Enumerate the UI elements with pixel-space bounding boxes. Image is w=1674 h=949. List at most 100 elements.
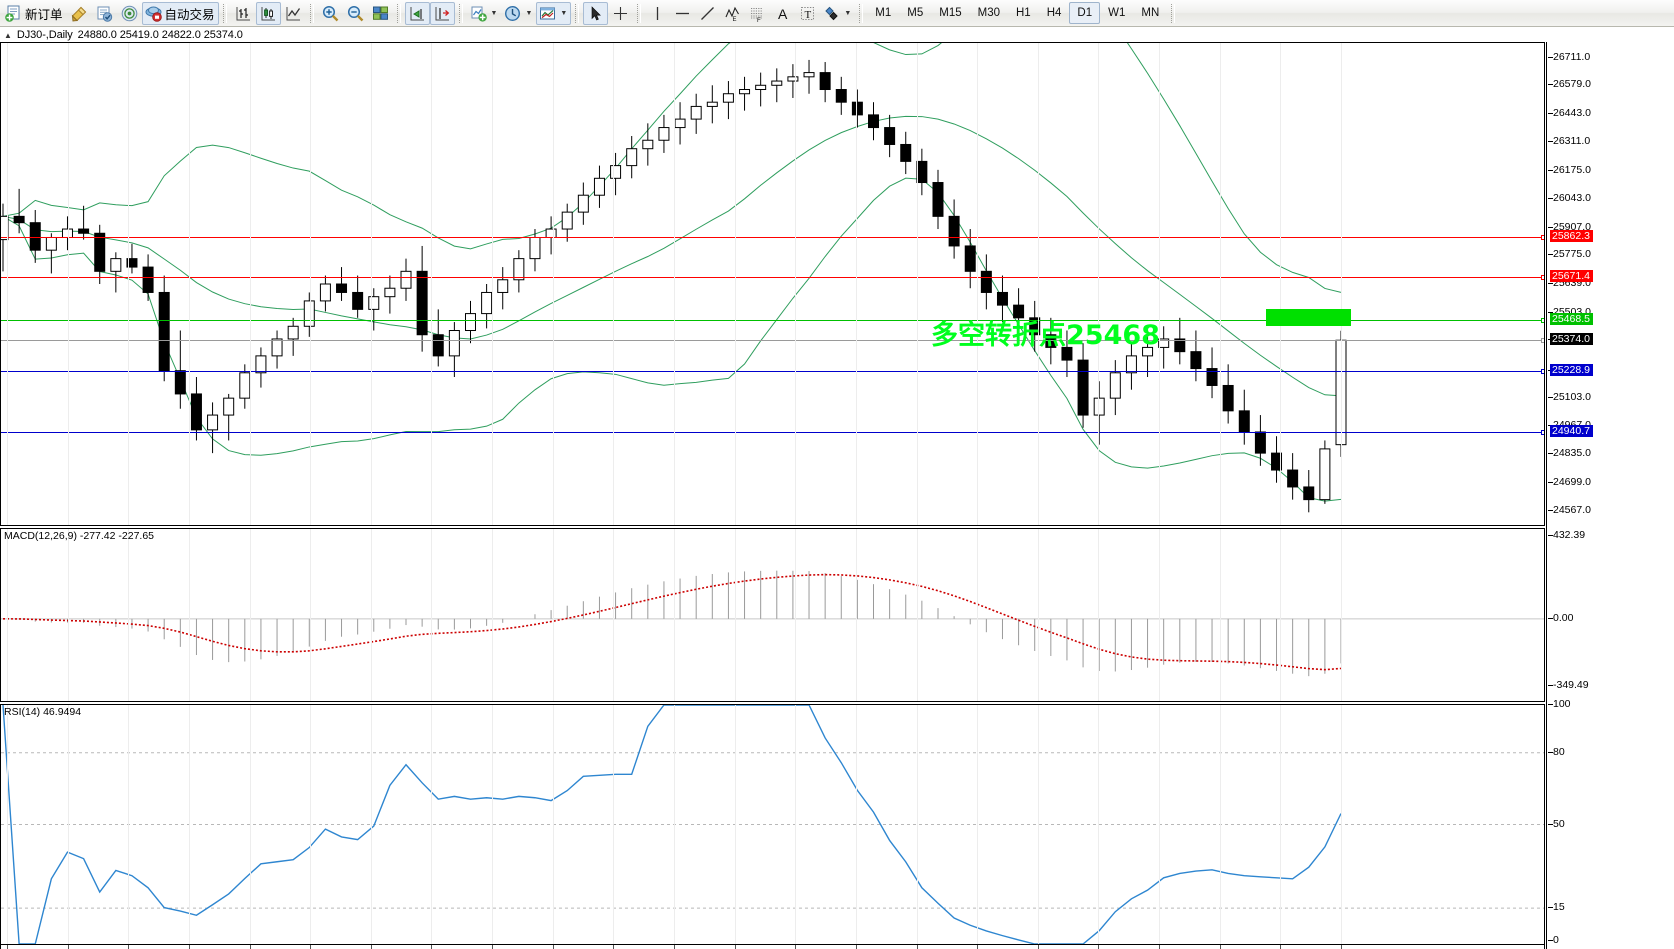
vertical-gridline bbox=[1219, 705, 1221, 944]
tile-windows-icon bbox=[372, 6, 388, 20]
auto-scroll-button[interactable] bbox=[429, 1, 455, 25]
text-icon: A bbox=[778, 6, 788, 22]
indicators-button[interactable]: ▼ bbox=[467, 2, 502, 25]
date-tick bbox=[1037, 945, 1039, 949]
level-line-resistance-1[interactable] bbox=[1, 235, 1544, 240]
level-line-resistance-2[interactable] bbox=[1, 275, 1544, 281]
chevron-down-icon[interactable]: ▼ bbox=[490, 9, 498, 17]
level-line-handle[interactable] bbox=[1541, 429, 1544, 435]
autotrade-button[interactable]: 自动交易 bbox=[141, 1, 219, 25]
shapes-button[interactable]: ▼ bbox=[820, 2, 855, 25]
level-line-handle[interactable] bbox=[1541, 338, 1544, 344]
crosshair-button[interactable] bbox=[608, 2, 633, 25]
expert-advisors-button[interactable] bbox=[92, 2, 117, 25]
price-badge-support-2[interactable]: 24940.7 bbox=[1550, 424, 1593, 437]
vertical-gridline bbox=[310, 43, 312, 525]
timeframe-d1[interactable]: D1 bbox=[1069, 2, 1101, 24]
elliott-wave-button[interactable]: E bbox=[720, 2, 745, 25]
chart-symbol-label: DJ30-,Daily bbox=[16, 29, 73, 41]
level-line-pivot-green[interactable] bbox=[1, 318, 1544, 324]
timeframe-m15[interactable]: M15 bbox=[939, 7, 962, 19]
trendline-button[interactable] bbox=[695, 2, 720, 25]
expert-advisors-icon bbox=[97, 6, 112, 22]
tile-windows-button[interactable] bbox=[368, 2, 393, 25]
price-badge-last-price[interactable]: 25374.0 bbox=[1550, 333, 1593, 346]
rsi-series bbox=[1, 705, 1544, 944]
rsi-pane[interactable]: RSI(14) 46.9494 bbox=[0, 704, 1545, 945]
templates-button[interactable]: ▼ bbox=[536, 1, 572, 25]
collapse-triangle-icon[interactable]: ▲ bbox=[4, 30, 12, 40]
vertical-gridline bbox=[67, 529, 69, 701]
chart-annotation-text[interactable]: 多空转折点25468 bbox=[931, 319, 1160, 351]
horizontal-line-button[interactable] bbox=[670, 2, 695, 25]
toolbar-separator bbox=[1171, 3, 1176, 23]
vertical-line-button[interactable] bbox=[645, 2, 670, 25]
signals-button[interactable] bbox=[117, 2, 142, 25]
level-line-support-1[interactable] bbox=[1, 368, 1544, 374]
timeframe-mn[interactable]: MN bbox=[1141, 7, 1160, 19]
level-line-support-2[interactable] bbox=[1, 429, 1544, 435]
vertical-gridline bbox=[1098, 529, 1100, 701]
vertical-gridline bbox=[916, 529, 918, 701]
zoom-in-button[interactable] bbox=[318, 2, 343, 25]
price-pane[interactable]: 多空转折点25468 bbox=[0, 42, 1545, 526]
vertical-gridline bbox=[188, 43, 190, 525]
date-axis[interactable]: 20 Feb 201925 Feb 20191 Mar 20196 Mar 20… bbox=[0, 945, 1545, 949]
rsi-label: RSI(14) 46.9494 bbox=[4, 706, 82, 718]
price-badge-support-1[interactable]: 25228.9 bbox=[1550, 363, 1593, 376]
chevron-down-icon[interactable]: ▼ bbox=[844, 9, 852, 17]
vertical-gridline bbox=[128, 705, 130, 944]
level-line-handle[interactable] bbox=[1541, 275, 1544, 281]
date-tick bbox=[1098, 945, 1100, 949]
vertical-gridline bbox=[552, 529, 554, 701]
metaeditor-button[interactable] bbox=[67, 2, 92, 25]
rsi-tick: 15 bbox=[1548, 901, 1565, 914]
periods-button[interactable]: ▼ bbox=[501, 2, 536, 25]
new-order-button[interactable]: 新订单 bbox=[2, 2, 67, 25]
chevron-down-icon[interactable]: ▼ bbox=[560, 9, 568, 17]
chart-container[interactable]: 多空转折点25468 MACD(12,26,9) -277.42 -227.65… bbox=[0, 42, 1674, 949]
date-tick bbox=[1159, 945, 1161, 949]
candlestick-chart-button[interactable] bbox=[255, 1, 281, 25]
vertical-gridline bbox=[552, 705, 554, 944]
timeframe-m30[interactable]: M30 bbox=[977, 7, 1000, 19]
timeframe-h4[interactable]: H4 bbox=[1046, 7, 1062, 19]
vertical-gridline bbox=[431, 529, 433, 701]
toolbar-separator bbox=[396, 3, 401, 23]
line-chart-button[interactable] bbox=[281, 2, 306, 25]
price-axis[interactable]: 26711.0 26579.0 26443.0 26311.0 26175.0 26043… bbox=[1546, 42, 1674, 949]
cursor-button[interactable] bbox=[583, 1, 609, 25]
text-button[interactable]: A bbox=[770, 2, 795, 25]
price-badge-resistance-2[interactable]: 25671.4 bbox=[1550, 270, 1593, 283]
vertical-gridline bbox=[1341, 43, 1342, 525]
timeframe-m5[interactable]: M5 bbox=[907, 7, 924, 19]
price-badge-pivot-green[interactable]: 25468.5 bbox=[1550, 313, 1593, 326]
level-line-handle[interactable] bbox=[1541, 368, 1544, 374]
vertical-gridline bbox=[613, 43, 615, 525]
vertical-gridline bbox=[1280, 705, 1282, 944]
timeframe-w1[interactable]: W1 bbox=[1108, 7, 1126, 19]
chevron-down-icon[interactable]: ▼ bbox=[525, 9, 533, 17]
level-line-handle[interactable] bbox=[1541, 235, 1544, 240]
vertical-gridline bbox=[674, 529, 675, 701]
level-line-last-price[interactable] bbox=[1, 338, 1544, 344]
price-badge-resistance-1[interactable]: 25862.3 bbox=[1550, 230, 1593, 242]
vertical-gridline bbox=[916, 43, 918, 525]
bar-chart-button[interactable] bbox=[231, 2, 256, 25]
timeframe-h1[interactable]: H1 bbox=[1016, 7, 1031, 19]
cursor-icon bbox=[592, 5, 602, 20]
fibonacci-button[interactable]: F bbox=[745, 2, 770, 25]
periods-icon bbox=[505, 5, 521, 21]
highlight-rectangle[interactable] bbox=[1266, 309, 1351, 327]
level-line-handle[interactable] bbox=[1541, 318, 1544, 324]
zoom-out-button[interactable] bbox=[343, 2, 368, 25]
text-label-button[interactable]: T bbox=[795, 2, 820, 25]
shift-end-button[interactable] bbox=[404, 1, 430, 25]
timeframe-m1[interactable]: M1 bbox=[875, 7, 892, 19]
svg-text:A: A bbox=[778, 6, 788, 22]
vertical-gridline bbox=[1159, 705, 1161, 944]
date-tick bbox=[552, 945, 554, 949]
date-tick bbox=[977, 945, 979, 949]
macd-pane[interactable]: MACD(12,26,9) -277.42 -227.65 bbox=[0, 528, 1545, 702]
vertical-gridline bbox=[370, 43, 372, 525]
